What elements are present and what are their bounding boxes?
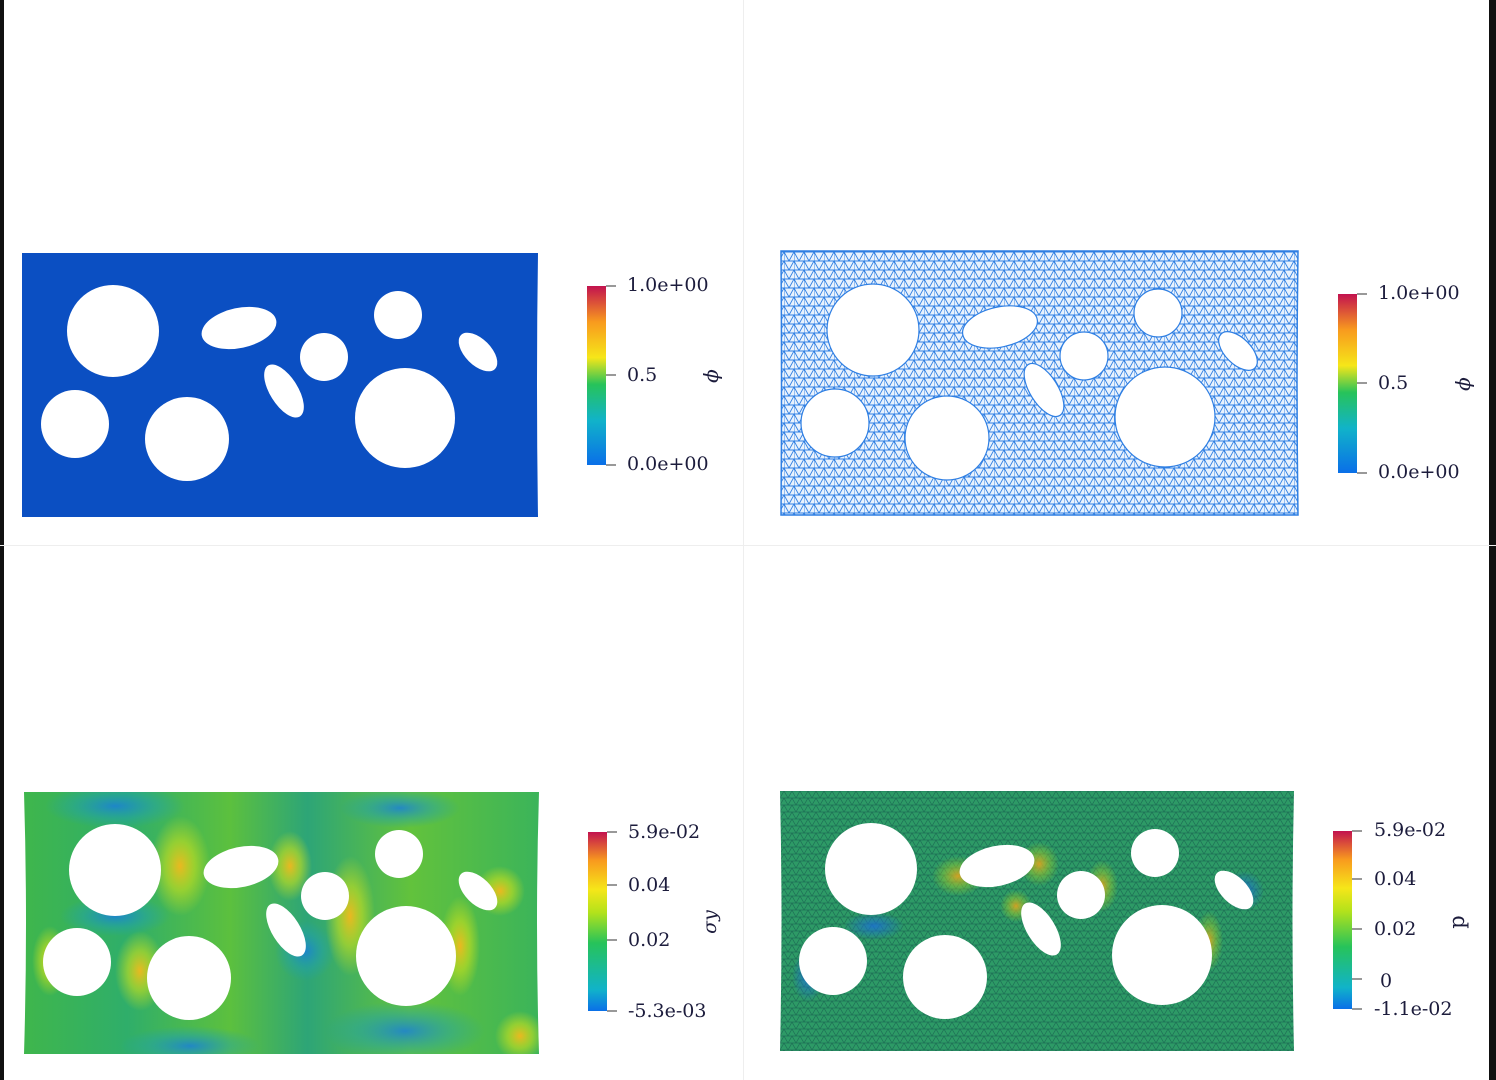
colorbar-gradient <box>1333 831 1352 1009</box>
hole <box>904 395 990 481</box>
colorbar-tick-label: 5.9e-02 <box>1374 819 1446 841</box>
horizontal-divider <box>0 545 1496 546</box>
hole <box>145 397 229 481</box>
hole <box>1133 288 1183 338</box>
hole <box>67 285 159 377</box>
holes <box>43 824 498 1020</box>
colorbar-tick-label: -5.3e-03 <box>628 1000 706 1022</box>
holes <box>800 283 1258 481</box>
hole <box>374 291 422 339</box>
panel-phi-field: 1.0e+00 0.5 0.0e+00 ϕ <box>22 253 723 517</box>
colorbar-title: ϕ <box>699 369 723 383</box>
hole <box>961 305 1039 349</box>
hole <box>264 364 304 418</box>
hole <box>300 333 348 381</box>
hole <box>959 844 1035 888</box>
hole <box>826 283 920 377</box>
hole <box>800 388 870 458</box>
hole <box>1112 905 1212 1005</box>
hole <box>266 903 306 957</box>
colorbar-gradient <box>1338 294 1357 473</box>
colorbar-title: p <box>1445 915 1469 928</box>
colorbar: 1.0e+00 0.5 0.0e+00 ϕ <box>587 274 723 475</box>
colorbar-tick-label: 0.0e+00 <box>1378 461 1460 483</box>
holes <box>799 823 1254 1019</box>
hole <box>1023 362 1065 418</box>
hole <box>1131 829 1179 877</box>
colorbar-tick-label: 0 <box>1380 970 1392 992</box>
hole <box>356 906 456 1006</box>
holes <box>41 285 498 481</box>
hole <box>1059 331 1109 381</box>
hole <box>799 927 867 995</box>
colorbar-title: σy <box>699 910 721 934</box>
right-frame-edge <box>1489 0 1496 1080</box>
colorbar-title: ϕ <box>1451 377 1475 391</box>
hole <box>1218 331 1258 371</box>
hole <box>43 928 111 996</box>
panel-p-mesh: 5.9e-02 0.04 0.02 0 -1.1e-02 p <box>780 791 1469 1051</box>
left-frame-edge <box>0 0 4 1080</box>
hole <box>1057 871 1105 919</box>
hole <box>375 830 423 878</box>
hole <box>301 872 349 920</box>
hole <box>458 332 498 372</box>
hole <box>203 845 279 889</box>
colorbar-tick-label: 5.9e-02 <box>628 821 700 843</box>
hole <box>147 936 231 1020</box>
colorbar-tick-label: -1.1e-02 <box>1374 998 1452 1020</box>
colorbar: 5.9e-02 0.04 0.02 0 -1.1e-02 p <box>1333 819 1469 1020</box>
hole <box>1214 870 1254 910</box>
hole <box>825 823 917 915</box>
hole <box>355 368 455 468</box>
colorbar-tick-label: 1.0e+00 <box>1378 282 1460 304</box>
colorbar-tick-label: 0.02 <box>1374 918 1416 940</box>
hole <box>1114 366 1216 468</box>
hole <box>201 306 277 350</box>
hole <box>903 935 987 1019</box>
hole <box>41 390 109 458</box>
colorbar-tick-label: 0.5 <box>627 364 657 386</box>
colorbar-gradient <box>588 832 607 1011</box>
hole <box>69 824 161 916</box>
panel-phi-mesh: 1.0e+00 0.5 0.0e+00 ϕ <box>780 250 1475 516</box>
colorbar-gradient <box>587 286 606 465</box>
colorbar: 1.0e+00 0.5 0.0e+00 ϕ <box>1338 282 1475 483</box>
hole <box>458 871 498 911</box>
vertical-divider <box>743 0 744 1080</box>
colorbar-tick-label: 0.5 <box>1378 372 1408 394</box>
panel-sigma-y-field: 5.9e-02 0.04 0.02 -5.3e-03 σy <box>24 792 721 1054</box>
colorbar-tick-label: 0.02 <box>628 929 670 951</box>
colorbar: 5.9e-02 0.04 0.02 -5.3e-03 σy <box>588 821 721 1022</box>
colorbar-tick-label: 1.0e+00 <box>627 274 709 296</box>
colorbar-tick-label: 0.04 <box>1374 868 1416 890</box>
colorbar-tick-label: 0.04 <box>628 874 670 896</box>
colorbar-tick-label: 0.0e+00 <box>627 453 709 475</box>
hole <box>1021 902 1061 956</box>
